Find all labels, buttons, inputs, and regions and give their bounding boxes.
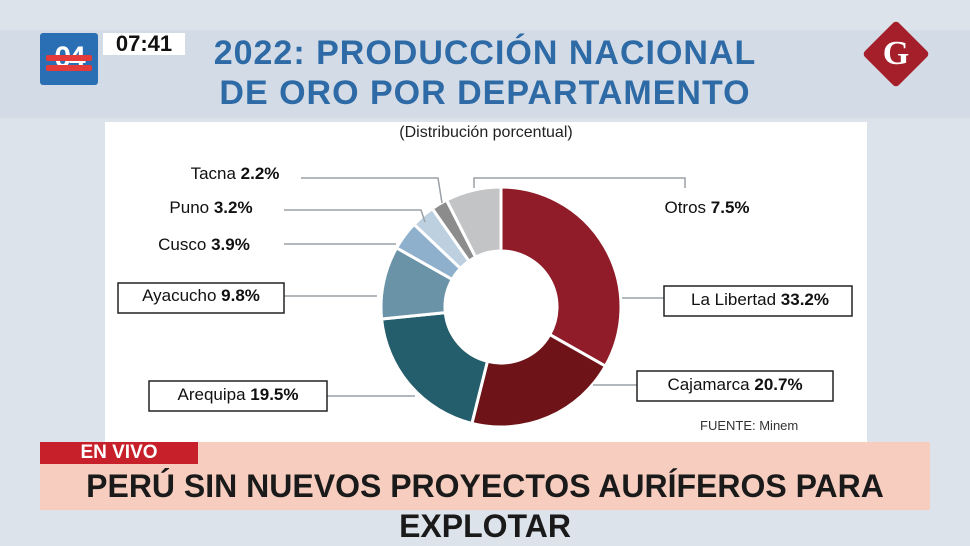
channel-logo: 04 [40, 33, 98, 85]
label-box-ayacucho [117, 282, 285, 314]
slice-value: 3.2% [214, 198, 253, 217]
slice-label-puno: Puno 3.2% [169, 198, 252, 217]
leader-line-puno [284, 209, 426, 223]
label-box-cajamarca [636, 370, 834, 402]
headline: PERÚ SIN NUEVOS PROYECTOS AURÍFEROS PARA… [86, 468, 884, 544]
slice-name: Ayacucho [142, 286, 221, 305]
label-box-la-libertad [663, 285, 853, 317]
slice-name: La Libertad [691, 290, 781, 309]
slice-label-la-libertad: La Libertad 33.2% [691, 290, 829, 309]
slice-value: 20.7% [754, 375, 802, 394]
chart-source: FUENTE: Minem [700, 418, 799, 433]
brand-logo-letter: G [882, 35, 910, 72]
leader-line-otros [473, 177, 686, 188]
channel-logo-stripe [46, 65, 92, 71]
leader-line-tacna [301, 177, 443, 204]
slice-cajamarca [470, 332, 608, 429]
slice-value: 2.2% [241, 164, 280, 183]
clock: 07:41 [103, 33, 185, 55]
slice-value: 3.9% [211, 235, 250, 254]
page-title: 2022: PRODUCCIÓN NACIONAL DE ORO POR DEP… [180, 33, 790, 113]
slice-name: Arequipa [178, 385, 251, 404]
slice-name: Cusco [158, 235, 211, 254]
slice-name: Tacna [191, 164, 241, 183]
chart-subtitle: (Distribución porcentual) [399, 124, 573, 141]
title-line-2: DE ORO POR DEPARTAMENTO [219, 74, 751, 112]
title-line-1: 2022: PRODUCCIÓN NACIONAL [213, 34, 757, 72]
slice-value: 9.8% [221, 286, 260, 305]
slice-value: 19.5% [250, 385, 298, 404]
slice-label-tacna: Tacna 2.2% [191, 164, 280, 183]
slice-value: 7.5% [711, 198, 750, 217]
slice-otros [444, 185, 503, 260]
slice-name: Cajamarca [667, 375, 754, 394]
slice-label-otros: Otros 7.5% [664, 198, 749, 217]
slice-label-arequipa: Arequipa 19.5% [178, 385, 299, 404]
slice-label-cusco: Cusco 3.9% [158, 235, 250, 254]
live-badge: EN VIVO [40, 442, 198, 464]
slice-label-ayacucho: Ayacucho 9.8% [142, 286, 260, 305]
slice-name: Otros [664, 198, 710, 217]
slice-la-libertad [499, 185, 623, 369]
label-box-arequipa [148, 380, 328, 412]
slice-label-cajamarca: Cajamarca 20.7% [667, 375, 802, 394]
slice-arequipa [379, 310, 490, 426]
slice-name: Puno [169, 198, 213, 217]
channel-logo-stripe [46, 55, 92, 61]
slice-value: 33.2% [781, 290, 829, 309]
